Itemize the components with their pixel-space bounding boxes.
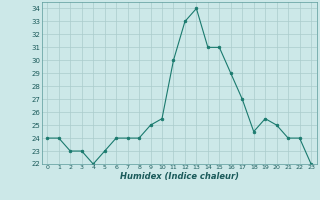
X-axis label: Humidex (Indice chaleur): Humidex (Indice chaleur) — [120, 172, 239, 181]
